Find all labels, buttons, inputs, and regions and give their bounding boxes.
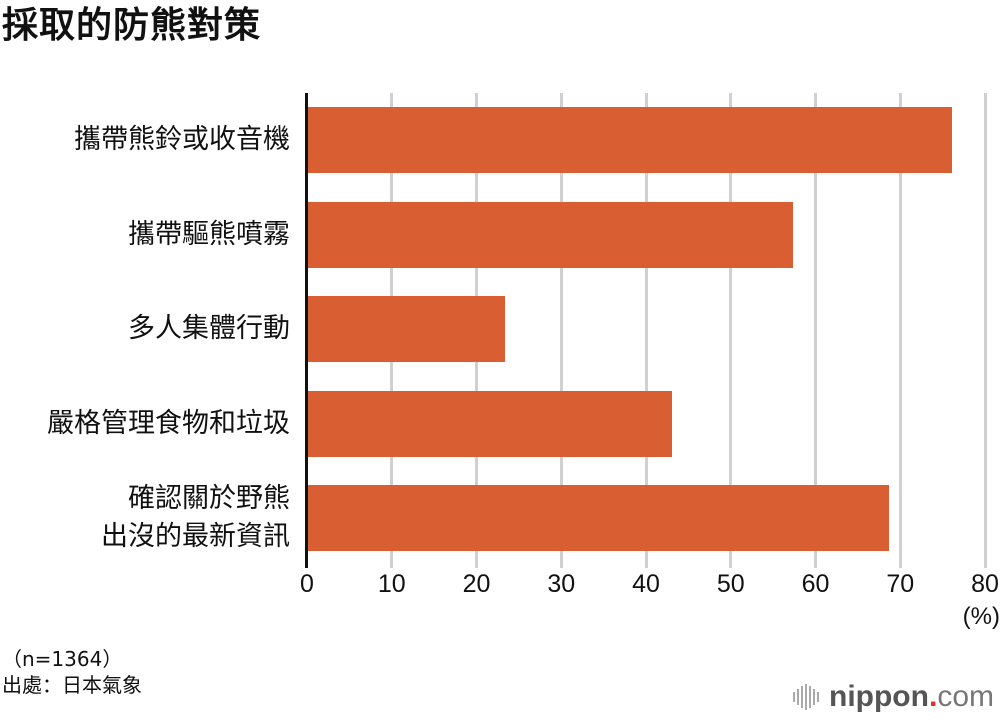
brand-name: nippon	[829, 680, 929, 713]
x-tick-label: 30	[547, 570, 576, 598]
bar	[307, 391, 673, 457]
chart-title: 採取的防熊對策	[2, 5, 262, 46]
sound-wave-icon	[793, 684, 819, 710]
bar	[307, 202, 793, 268]
gridline	[559, 93, 563, 568]
category-label: 多人集體行動	[128, 313, 290, 344]
sample-size-note: （n=1364）	[2, 647, 123, 671]
gridline	[644, 93, 648, 568]
x-tick-label: 0	[300, 570, 314, 598]
x-tick-label: 50	[716, 570, 745, 598]
category-label: 嚴格管理食物和垃圾	[47, 408, 290, 439]
x-tick-label: 10	[377, 570, 406, 598]
bar	[307, 107, 952, 173]
x-tick-label: 60	[801, 570, 830, 598]
x-axis-unit-label: (%)	[962, 603, 1000, 630]
gridline	[729, 93, 733, 568]
gridline	[814, 93, 817, 568]
gridline	[898, 93, 902, 568]
bar	[307, 296, 506, 362]
brand-dot: .	[928, 680, 938, 713]
source-note: 出處：日本氣象	[2, 673, 142, 697]
category-label: 攜帶驅熊噴霧	[128, 219, 290, 250]
category-label: 攜帶熊鈴或收音機	[74, 124, 290, 155]
x-tick-label: 40	[632, 570, 660, 598]
x-tick-label: 20	[462, 570, 491, 598]
x-tick-label: 70	[886, 570, 915, 598]
category-label: 確認關於野熊 出沒的最新資訊	[101, 483, 290, 552]
y-axis-line	[305, 93, 308, 568]
gridline	[983, 93, 987, 568]
brand-tld: com	[937, 680, 994, 713]
bar	[307, 485, 890, 551]
x-tick-label: 80	[971, 570, 999, 598]
nippon-logo: nippon. com	[793, 680, 994, 714]
